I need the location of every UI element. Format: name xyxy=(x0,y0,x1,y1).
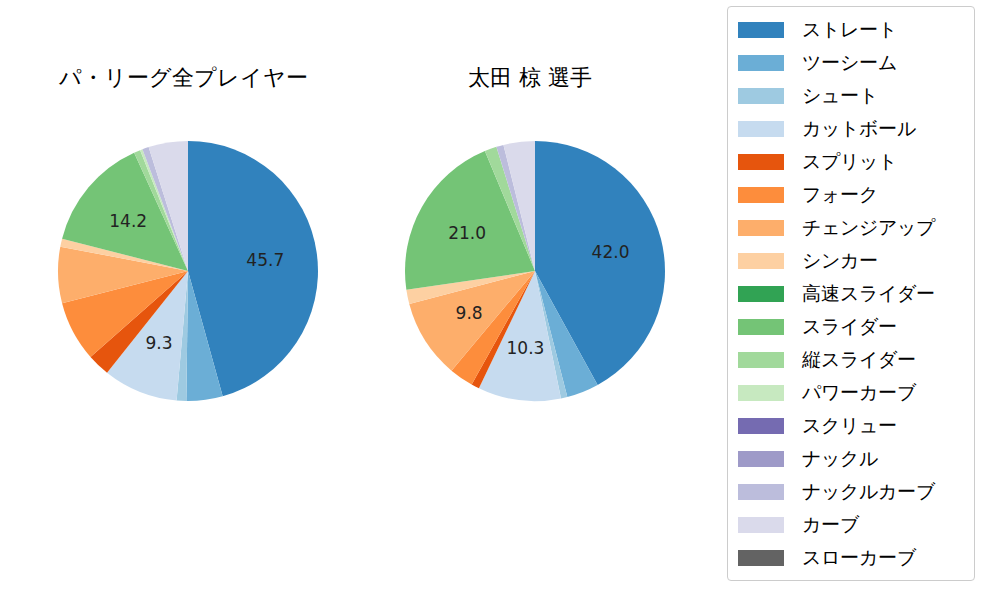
html-text:フォーク: フォーク xyxy=(802,182,878,205)
html-text:ストレート: ストレート xyxy=(802,17,897,40)
html-text:シンカー: シンカー xyxy=(802,248,878,271)
html-text:チェンジアップ: チェンジアップ xyxy=(802,215,935,238)
svg-text:9.8: 9.8 xyxy=(456,303,483,323)
svg-text:14.2: 14.2 xyxy=(109,211,147,231)
html-text:ナックルカーブ: ナックルカーブ xyxy=(802,479,935,502)
html-text:シュート: シュート xyxy=(802,83,878,106)
svg-text:42.0: 42.0 xyxy=(592,242,630,262)
svg-text:9.3: 9.3 xyxy=(146,333,173,353)
html-text:高速スライダー: 高速スライダー xyxy=(802,281,935,304)
html-text:カーブ: カーブ xyxy=(802,512,859,535)
html-text:太田 椋 選手: 太田 椋 選手 xyxy=(468,65,592,90)
svg-text:21.0: 21.0 xyxy=(448,223,486,243)
svg-text:10.3: 10.3 xyxy=(507,338,545,358)
html-text:ナックル: ナックル xyxy=(802,446,878,469)
html-text:縦スライダー: 縦スライダー xyxy=(802,347,916,370)
html-text:スライダー: スライダー xyxy=(802,314,897,337)
html-text:パワーカーブ: パワーカーブ xyxy=(802,380,916,403)
html-text:スローカーブ: スローカーブ xyxy=(802,545,916,568)
svg-text:45.7: 45.7 xyxy=(246,250,284,270)
html-text:スクリュー: スクリュー xyxy=(802,413,897,436)
html-text:パ・リーグ全プレイヤー: パ・リーグ全プレイヤー xyxy=(58,65,308,90)
html-text:カットボール: カットボール xyxy=(802,116,916,139)
html-text:ツーシーム: ツーシーム xyxy=(802,50,897,73)
html-text:スプリット: スプリット xyxy=(802,149,897,172)
